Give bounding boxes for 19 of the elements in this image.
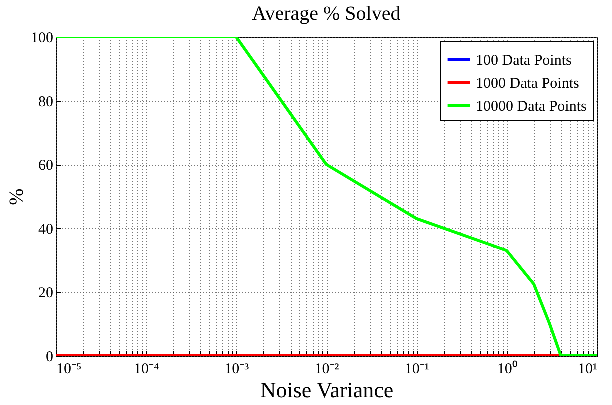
y-tick-label: 80 bbox=[38, 94, 54, 110]
y-tick-label: 60 bbox=[38, 158, 54, 174]
y-tick-label: 100 bbox=[31, 30, 54, 46]
x-tick-label: 10⁻⁵ bbox=[56, 362, 82, 378]
legend-label: 100 Data Points bbox=[476, 53, 572, 69]
x-axis-title: Noise Variance bbox=[260, 378, 394, 402]
legend-label: 10000 Data Points bbox=[476, 99, 587, 115]
x-tick-label: 10¹ bbox=[578, 362, 598, 378]
y-tick-label: 0 bbox=[46, 350, 54, 366]
y-tick-label: 40 bbox=[38, 222, 54, 238]
x-tick-label: 10⁻² bbox=[314, 362, 340, 378]
x-tick-label: 10⁰ bbox=[497, 360, 518, 378]
chart-title: Average % Solved bbox=[252, 3, 401, 25]
legend-label: 1000 Data Points bbox=[476, 76, 580, 92]
x-tick-label: 10⁻⁴ bbox=[134, 362, 160, 378]
y-axis-title: % bbox=[6, 188, 28, 206]
x-tick-label: 10⁻¹ bbox=[404, 362, 430, 378]
x-tick-label: 10⁻³ bbox=[224, 362, 250, 378]
y-tick-label: 20 bbox=[38, 286, 54, 302]
